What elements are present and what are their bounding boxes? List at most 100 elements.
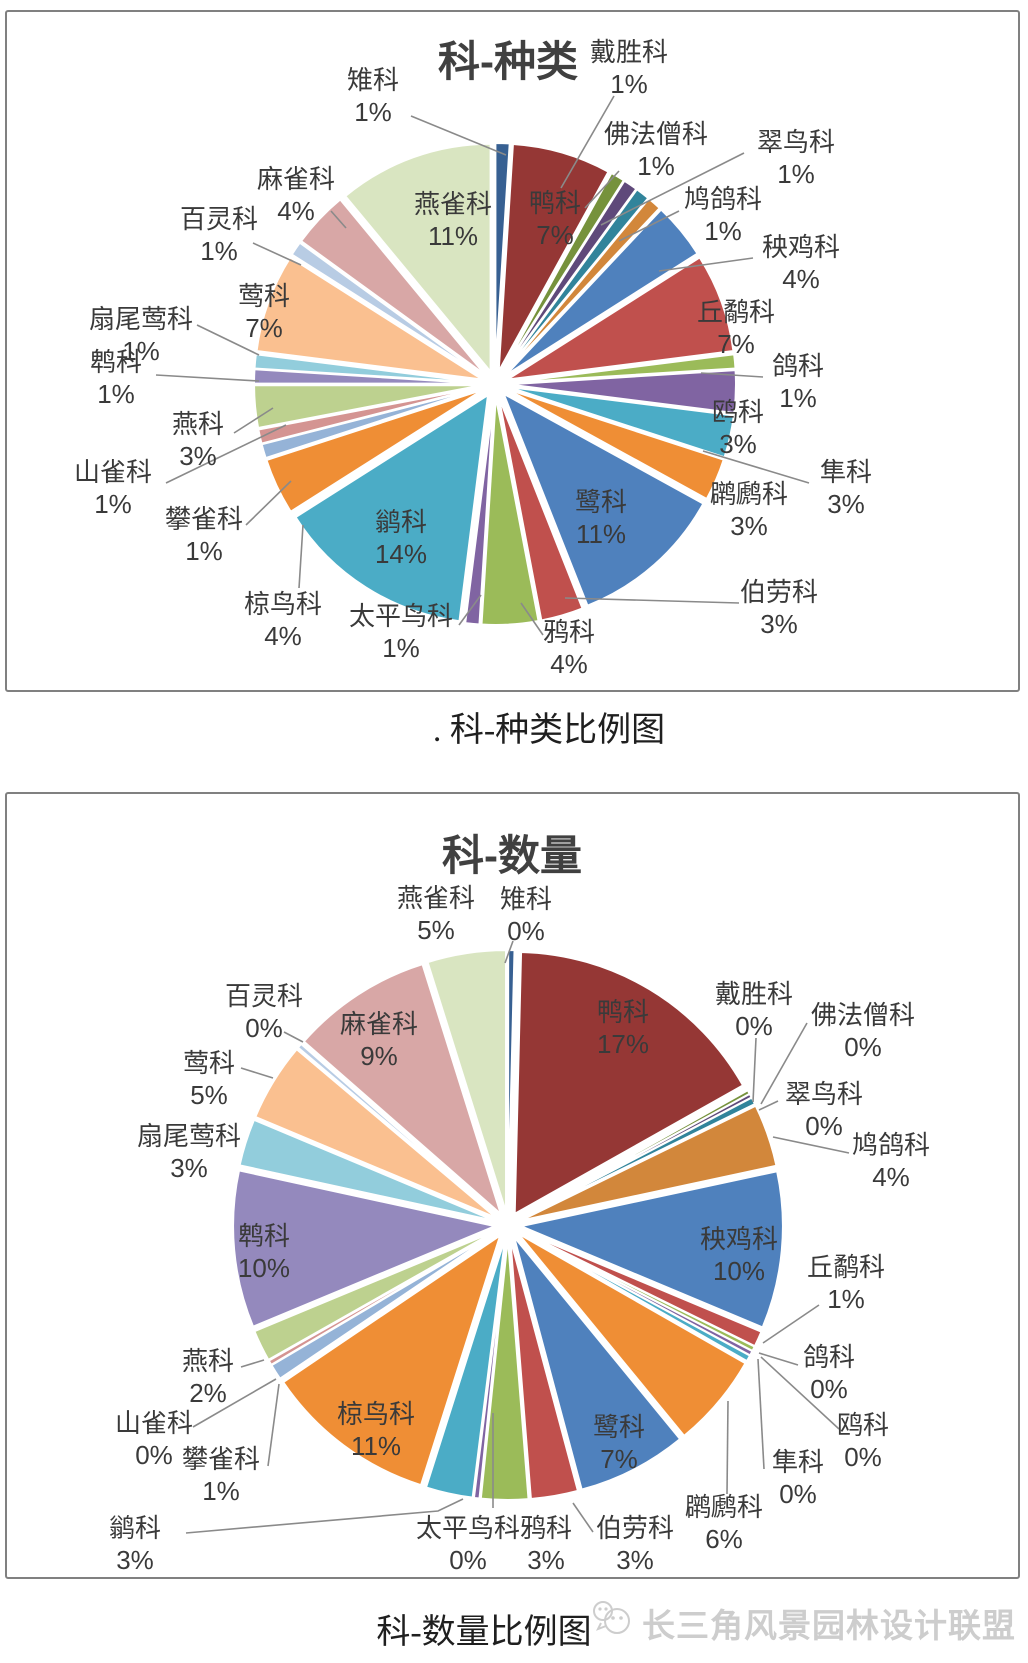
slice-label-name: 鸠鸽科: [852, 1130, 930, 1160]
pie-slice: [513, 950, 745, 1215]
pie-slice: [296, 1042, 500, 1218]
leader-line: [762, 1304, 820, 1344]
slice-label-percent: 7%: [536, 220, 574, 250]
leader-line: [760, 1022, 808, 1105]
slice-label-percent: 11%: [576, 519, 626, 549]
wechat-icon: [588, 1598, 636, 1648]
pie-slice: [506, 353, 737, 384]
slice-label-percent: 7%: [717, 329, 755, 359]
pie-slice: [294, 393, 490, 623]
slice-label-name: 椋鸟科: [337, 1399, 415, 1429]
slice-label-name: 䴙䴘科: [685, 1492, 763, 1522]
leader-line: [458, 594, 482, 626]
pie-slice: [506, 256, 735, 381]
slice-label-percent: 0%: [507, 916, 545, 946]
slice-label-name: 扇尾莺科: [137, 1121, 241, 1151]
slice-label-name: 鹟科: [375, 507, 427, 537]
leader-line: [560, 95, 615, 189]
pie-slice: [464, 395, 495, 626]
slice-label-percent: 3%: [527, 1545, 565, 1575]
slice-label-percent: 1%: [200, 236, 238, 266]
slice-label-name: 佛法僧科: [604, 119, 708, 149]
slice-label-name: 鸥科: [712, 397, 764, 427]
leader-line: [165, 424, 287, 484]
slice-label-percent: 3%: [827, 489, 865, 519]
leader-line: [233, 407, 274, 434]
slice-label-name: 翠鸟科: [785, 1079, 863, 1109]
slice-label-percent: 4%: [277, 196, 315, 226]
leader-line: [760, 1356, 840, 1430]
pie-slice: [504, 208, 699, 377]
slice-label-name: 扇尾莺科: [89, 304, 193, 334]
slice-label-name: 百灵科: [225, 981, 303, 1011]
watermark: 长三角风景园林设计联盟: [588, 1598, 1016, 1648]
slice-label-name: 戴胜科: [590, 37, 668, 67]
pie-slice: [507, 949, 516, 1213]
pie-slice: [238, 1118, 497, 1223]
leader-line: [240, 1359, 265, 1368]
slice-label-percent: 3%: [170, 1153, 208, 1183]
chart-title: 科-种类: [438, 38, 578, 85]
pie-slice: [254, 1048, 498, 1220]
slice-label-percent: 1%: [779, 383, 817, 413]
slice-label-percent: 3%: [760, 609, 798, 639]
pie-slice: [518, 1230, 752, 1363]
slice-label-percent: 5%: [190, 1080, 228, 1110]
slice-label-percent: 5%: [417, 915, 455, 945]
pie-slice: [502, 392, 705, 607]
pie-slice: [497, 142, 610, 373]
slice-label-name: 伯劳科: [596, 1513, 674, 1543]
leader-line: [758, 1352, 799, 1366]
slice-label-name: 鸽科: [772, 351, 824, 381]
leader-line: [283, 1031, 304, 1043]
leader-line: [752, 1037, 757, 1103]
slice-label-name: 莺科: [183, 1048, 235, 1078]
chart2-caption: 科-数量比例图: [376, 1614, 592, 1651]
leader-line: [584, 170, 620, 209]
pie-slice: [516, 1232, 747, 1437]
slice-label-percent: 3%: [116, 1545, 154, 1575]
pie-slice: [253, 1229, 498, 1361]
slice-label-percent: 7%: [600, 1444, 638, 1474]
slice-label-name: 攀雀科: [182, 1444, 260, 1474]
slice-label-name: 椋鸟科: [244, 589, 322, 619]
slice-label-name: 鹎科: [238, 1221, 290, 1251]
pie-slice: [506, 369, 737, 414]
pie-slice: [255, 256, 484, 381]
chart1-panel: 雉科 1% 鸭科 7% 戴胜科 1% 佛法僧科 1% 翠鸟科 1% 鸠鸽科 1% 秧鸡科 4% 丘鹬科 7% 鸽…: [5, 10, 1020, 692]
leader-line: [240, 1067, 274, 1079]
slice-label-percent: 3%: [730, 511, 768, 541]
slice-label-name: 伯劳科: [740, 577, 818, 607]
slice-label-percent: 4%: [782, 264, 820, 294]
slice-label-name: 䴙䴘科: [710, 479, 788, 509]
slice-label-name: 山雀科: [115, 1408, 193, 1438]
pie-chart-species: 雉科1%鸭科7%戴胜科1%佛法僧科1%翠鸟科1%鸠鸽科1%秧鸡科4%丘鹬科7%鸽…: [74, 37, 872, 679]
slice-label-name: 鸠鸽科: [684, 184, 762, 214]
slice-label-percent: 11%: [351, 1431, 401, 1461]
slice-label-name: 翠鸟科: [757, 127, 835, 157]
slice-label-percent: 0%: [810, 1374, 848, 1404]
slice-label-percent: 1%: [202, 1476, 240, 1506]
slice-label-name: 鸥科: [837, 1410, 889, 1440]
slice-label-percent: 4%: [264, 621, 302, 651]
leader-line: [700, 372, 764, 378]
leader-line: [618, 210, 680, 242]
slice-label-percent: 1%: [97, 379, 135, 409]
slice-label-name: 丘鹬科: [697, 297, 775, 327]
pie-slice: [426, 949, 508, 1214]
slice-label-name: 丘鹬科: [807, 1252, 885, 1282]
slice-label-percent: 1%: [185, 536, 223, 566]
slice-label-name: 佛法僧科: [811, 1000, 915, 1030]
pie-slice: [425, 1236, 507, 1499]
watermark-text: 长三角风景园林设计联盟: [642, 1607, 1016, 1644]
leader-line: [702, 450, 810, 484]
slice-label-percent: 6%: [705, 1524, 743, 1554]
slice-label-percent: 10%: [713, 1256, 765, 1286]
pie-slice: [232, 1169, 497, 1328]
slice-label-percent: 3%: [616, 1545, 654, 1575]
slice-label-percent: 9%: [360, 1041, 398, 1071]
pie-slice: [502, 197, 661, 376]
slice-label-percent: 4%: [872, 1162, 910, 1192]
leader-line: [267, 1383, 280, 1467]
